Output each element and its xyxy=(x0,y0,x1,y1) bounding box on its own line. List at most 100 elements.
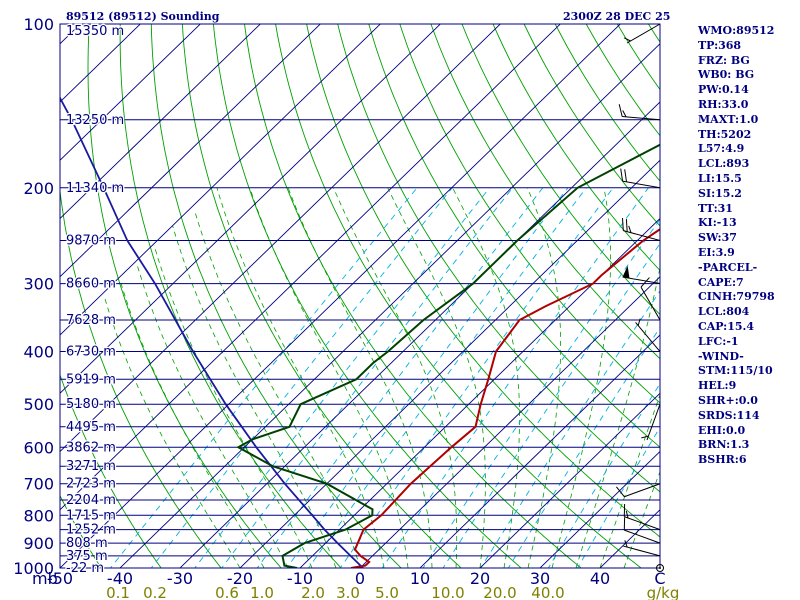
dry-adiabat-line xyxy=(60,494,102,568)
index-line: BSHR:6 xyxy=(698,453,747,467)
calm-circle xyxy=(656,564,664,572)
temperature-tick-label: 0 xyxy=(355,569,365,588)
barb-pennant xyxy=(622,265,630,279)
mixing-ratio-line xyxy=(507,326,660,568)
height-label: 15350 m xyxy=(66,24,124,39)
height-label: 2204 m xyxy=(66,493,116,508)
barb-feather xyxy=(624,540,628,548)
index-line: FRZ: BG xyxy=(698,53,750,67)
pressure-tick-label: 300 xyxy=(23,275,54,294)
barb-staff xyxy=(622,115,661,121)
isotherm-line xyxy=(0,12,33,580)
dry-adiabat-line xyxy=(60,373,162,568)
barb-feather xyxy=(640,277,650,288)
mixing-ratio-line xyxy=(221,187,513,568)
wind-barb xyxy=(616,483,661,498)
index-line: BRN:1.3 xyxy=(698,438,750,452)
temperature-tick-label: -20 xyxy=(227,569,253,588)
temperature-tick-label: 10 xyxy=(410,569,430,588)
wind-barb xyxy=(635,318,661,352)
pressure-tick-label: 600 xyxy=(23,438,54,457)
dewpoint-trace xyxy=(236,143,660,568)
station-title: 89512 (89512) Sounding xyxy=(66,10,220,23)
barb-staff xyxy=(622,180,661,189)
isotherm-line xyxy=(359,276,660,568)
barb-feather xyxy=(628,225,632,233)
pressure-tick-label: 200 xyxy=(23,179,54,198)
height-label: 5919 m xyxy=(66,372,116,387)
temperature-tick-label: 40 xyxy=(590,569,610,588)
height-label: 1715 m xyxy=(66,508,116,523)
index-line: MAXT:1.0 xyxy=(698,112,759,126)
dry-adiabat-line xyxy=(244,24,582,568)
isotherm-line xyxy=(60,24,201,161)
barb-feather xyxy=(641,435,649,439)
index-line: LCL:804 xyxy=(698,305,750,319)
isotherm-line xyxy=(119,43,660,568)
isotherm-line xyxy=(239,159,660,568)
isotherm-line xyxy=(60,24,321,278)
dry-adiabat-line xyxy=(150,24,402,568)
height-label: 808 m xyxy=(66,536,108,551)
barb-feather xyxy=(620,168,624,182)
wind-barb xyxy=(641,404,661,441)
mixing-ratio-label: 5.0 xyxy=(375,584,399,600)
isotherm-line xyxy=(60,24,621,568)
moist-adiabat-line xyxy=(526,187,561,568)
barb-feather xyxy=(618,104,623,117)
index-line: TH:5202 xyxy=(698,127,752,141)
index-line: SW:37 xyxy=(698,231,737,245)
temperature-tick-label: 20 xyxy=(470,569,490,588)
index-line: -PARCEL- xyxy=(698,260,758,274)
index-line: STM:115/10 xyxy=(698,364,773,378)
height-label: 13250 m xyxy=(66,113,124,128)
mixing-ratio-line xyxy=(480,290,660,568)
barb-staff xyxy=(624,483,661,498)
pressure-tick-label: 500 xyxy=(23,395,54,414)
dry-adiabat-line xyxy=(275,24,642,568)
mixing-ratio-label: 1.0 xyxy=(250,584,274,600)
height-label: 1252 m xyxy=(66,523,116,538)
sounding-profiles xyxy=(60,96,660,568)
barb-staff xyxy=(646,404,661,441)
index-line: WMO:89512 xyxy=(698,24,775,37)
index-line: CAPE:7 xyxy=(698,275,744,289)
pressure-tick-label: 1000 xyxy=(13,559,54,578)
stability-indices-panel: WMO:89512 TP:368 FRZ: BG WB0: BG PW:0.14 RH:3… xyxy=(698,24,798,468)
isotherm-line xyxy=(299,217,660,568)
index-line: WB0: BG xyxy=(698,68,755,82)
height-label: -22 m xyxy=(66,561,104,576)
mixing-ratio-label: 10.0 xyxy=(431,584,464,600)
index-line: SI:15.2 xyxy=(698,186,742,200)
barb-feather xyxy=(622,110,627,118)
dry-adiabat-line xyxy=(87,24,282,568)
index-line: KI:-13 xyxy=(698,216,737,230)
barb-feather xyxy=(637,318,641,326)
pressure-unit-label: mb xyxy=(32,569,58,588)
moist-adiabat-line xyxy=(103,294,241,568)
index-line: TP:368 xyxy=(698,38,742,52)
moist-adiabat-line xyxy=(249,187,409,568)
barb-staff xyxy=(626,23,661,44)
pressure-tick-label: 700 xyxy=(23,475,54,494)
isotherm-line xyxy=(419,334,660,568)
pressure-tick-label: 400 xyxy=(23,343,54,362)
index-line: SHR+:0.0 xyxy=(698,393,758,407)
height-label: 7628 m xyxy=(66,313,116,328)
mixing-ratio-line xyxy=(256,187,544,568)
mixing-ratio-line xyxy=(422,218,660,568)
temperature-tick-label: -10 xyxy=(287,569,313,588)
mixing-ratio-line xyxy=(381,187,649,568)
barb-feather xyxy=(625,219,628,232)
height-label: 375 m xyxy=(66,549,108,564)
index-line: EI:3.9 xyxy=(698,245,735,259)
valid-time: 2300Z 28 DEC 25 xyxy=(563,10,671,23)
index-line: HEL:9 xyxy=(698,379,737,393)
isobar-lines xyxy=(60,23,660,569)
barb-feather xyxy=(616,486,625,498)
index-line: LFC:-1 xyxy=(698,334,739,348)
pressure-tick-label: 900 xyxy=(23,534,54,553)
isotherm-line xyxy=(60,24,261,220)
